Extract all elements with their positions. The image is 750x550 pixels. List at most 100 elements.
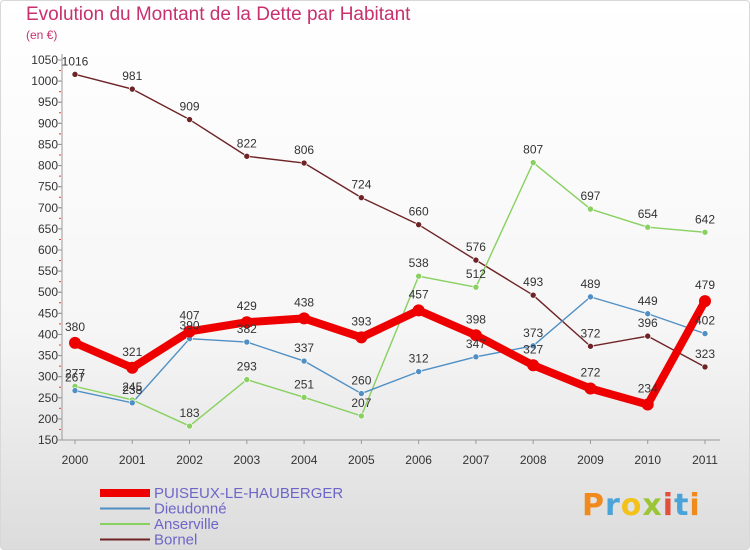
data-label: 660 (409, 205, 429, 219)
data-label: 398 (466, 312, 486, 326)
data-label: 267 (65, 371, 85, 385)
data-label: 347 (466, 337, 486, 351)
data-point (300, 159, 308, 167)
series-line (74, 161, 706, 427)
y-tick-label: 400 (38, 327, 58, 341)
x-tick-label: 2002 (176, 453, 203, 467)
series-lines (71, 73, 709, 427)
data-point (243, 376, 251, 383)
data-point (358, 390, 365, 397)
data-point (644, 310, 652, 318)
data-label: 323 (695, 347, 715, 361)
data-label: 576 (466, 240, 486, 254)
y-tick-label: 700 (38, 201, 58, 215)
data-point (472, 283, 480, 291)
data-point (71, 71, 79, 78)
data-point (699, 295, 711, 308)
series-line (74, 73, 706, 368)
data-label: 909 (180, 100, 200, 114)
data-label: 538 (409, 256, 429, 270)
data-point (701, 363, 709, 371)
data-label: 390 (180, 319, 200, 333)
data-label: 512 (466, 267, 486, 281)
y-tick-label: 650 (38, 222, 58, 236)
y-tick-label: 250 (38, 391, 58, 405)
x-tick-label: 2008 (520, 453, 547, 467)
y-tick-label: 850 (38, 137, 58, 151)
data-label: 457 (409, 287, 429, 301)
data-label: 449 (638, 294, 658, 308)
data-point (300, 394, 308, 401)
x-tick-label: 2001 (119, 453, 146, 467)
data-label: 238 (122, 383, 142, 397)
data-point (587, 342, 594, 350)
series-line (74, 296, 706, 404)
data-label: 493 (523, 275, 543, 289)
x-tick-label: 2011 (692, 453, 718, 467)
legend-label: Anserville (154, 516, 219, 533)
y-tick-label: 200 (38, 412, 58, 426)
data-point (415, 368, 422, 375)
data-point (186, 422, 193, 430)
data-point (701, 228, 709, 236)
y-axis-ticks: 150 200 250 300 350 400 450 500 550 600 650 700 750 8… (31, 53, 62, 447)
data-label: 245 (122, 380, 142, 394)
data-point (641, 398, 654, 411)
data-label: 429 (237, 299, 257, 313)
data-label: 393 (351, 314, 371, 328)
data-point (701, 330, 709, 337)
y-tick-label: 800 (38, 159, 58, 173)
data-label: 654 (638, 207, 658, 221)
data-label: 321 (122, 345, 142, 359)
y-tick-label: 450 (38, 306, 58, 320)
data-point (415, 221, 422, 228)
data-point (644, 332, 652, 340)
data-label: 407 (180, 308, 200, 322)
data-label: 260 (351, 374, 371, 388)
x-axis-ticks: 2000 2001 2002 2003 2004 2005 2006 2007 2008 2009… (62, 440, 718, 467)
y-tick-label: 950 (38, 95, 58, 109)
data-label: 806 (294, 143, 314, 157)
data-point (529, 291, 537, 299)
data-point (240, 316, 253, 329)
data-point (358, 412, 365, 420)
y-tick-label: 1050 (31, 53, 58, 67)
data-point (415, 272, 422, 280)
data-point (69, 336, 81, 349)
data-label: 293 (237, 360, 257, 374)
y-tick-label: 900 (38, 116, 58, 130)
data-label: 479 (695, 278, 715, 292)
data-point (126, 361, 139, 374)
data-point (358, 194, 365, 201)
x-tick-label: 2004 (291, 453, 318, 467)
y-tick-label: 550 (38, 264, 58, 278)
data-label: 981 (122, 69, 142, 83)
data-point (186, 116, 193, 123)
data-label: 337 (294, 341, 314, 355)
data-point (128, 85, 136, 93)
y-tick-label: 350 (38, 349, 58, 363)
y-tick-label: 1000 (31, 74, 58, 88)
data-point (128, 399, 136, 407)
data-point (527, 359, 540, 372)
legend-label: Dieudonné (154, 501, 227, 518)
data-label: 207 (351, 396, 371, 410)
x-tick-label: 2005 (348, 453, 375, 467)
data-label: 822 (237, 136, 257, 150)
data-labels: 1016 981 909 822 806 724 660 576 493 372 396 323 277… (62, 54, 716, 420)
data-point (183, 325, 196, 338)
data-point (587, 293, 594, 301)
data-point (472, 256, 480, 264)
data-point (243, 152, 251, 160)
y-tick-label: 300 (38, 370, 58, 384)
data-point (412, 304, 425, 317)
legend: PUISEUX-LE-HAUBERGERDieudonnéAnservilleB… (100, 485, 343, 549)
data-label: 277 (65, 366, 85, 380)
data-point (587, 205, 594, 213)
x-tick-label: 2010 (634, 453, 661, 467)
x-tick-label: 2006 (405, 453, 432, 467)
data-label: 438 (294, 295, 314, 309)
legend-label: Bornel (154, 532, 197, 549)
data-label: 807 (523, 143, 543, 157)
